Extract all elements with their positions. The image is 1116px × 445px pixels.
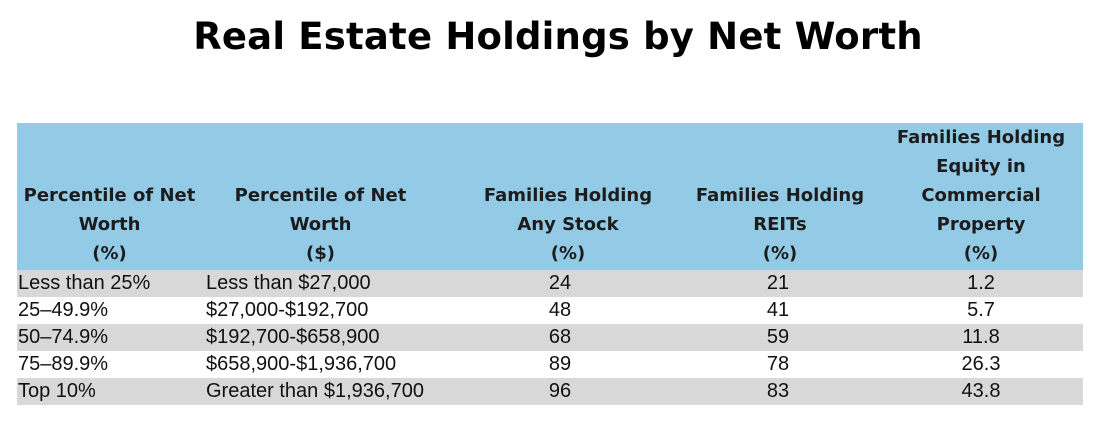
header-line: (%) [963, 243, 999, 264]
any-stock-cell: 48 [548, 299, 572, 321]
net-worth-cell: $27,000-$192,700 [206, 299, 369, 321]
table-row: Top 10% Greater than $1,936,700 96 83 43… [17, 378, 1083, 405]
column-header-any-stock: Families Holding Any Stock (%) [455, 123, 681, 270]
column-header-reits: Families Holding REITs (%) [681, 123, 879, 270]
column-header-percentile-dollars: Percentile of Net Worth ($) [202, 123, 455, 270]
reits-cell: 41 [766, 299, 790, 321]
table-row: 25–49.9% $27,000-$192,700 48 41 5.7 [17, 297, 1083, 324]
header-line: Commercial [921, 185, 1041, 206]
header-line: (%) [92, 243, 127, 264]
header-line: Any Stock [517, 214, 619, 235]
header-line: Families Holding [695, 185, 865, 206]
reits-cell: 59 [766, 326, 790, 348]
percentile-cell: 75–89.9% [18, 353, 109, 375]
net-worth-cell: Less than $27,000 [206, 272, 371, 294]
reits-cell: 78 [766, 353, 790, 375]
column-header-percentile-pct: Percentile of Net Worth (%) [17, 123, 202, 270]
net-worth-cell: $192,700-$658,900 [206, 326, 380, 348]
table-header: Percentile of Net Worth (%) Percentile o… [17, 123, 1083, 270]
header-line: Families Holding [483, 185, 653, 206]
percentile-cell: Less than 25% [18, 272, 151, 294]
column-header-commercial-property: Families Holding Equity in Commercial Pr… [879, 123, 1083, 270]
table-row: Less than 25% Less than $27,000 24 21 1.… [17, 270, 1083, 297]
commercial-cell: 26.3 [961, 353, 1001, 375]
table-row: 50–74.9% $192,700-$658,900 68 59 11.8 [17, 324, 1083, 351]
header-line: ($) [306, 243, 335, 264]
net-worth-cell: $658,900-$1,936,700 [206, 353, 397, 375]
net-worth-cell: Greater than $1,936,700 [206, 380, 424, 402]
header-line: Worth [78, 214, 141, 235]
any-stock-cell: 68 [548, 326, 572, 348]
commercial-cell: 1.2 [967, 272, 995, 294]
header-line: Percentile of Net [23, 185, 196, 206]
percentile-cell: 50–74.9% [18, 326, 109, 348]
reits-cell: 21 [766, 272, 790, 294]
header-line: REITs [753, 214, 807, 235]
commercial-cell: 43.8 [961, 380, 1001, 402]
percentile-cell: 25–49.9% [18, 299, 109, 321]
header-line: (%) [762, 243, 798, 264]
header-line: Property [936, 214, 1026, 235]
header-line: Families Holding [896, 127, 1066, 148]
table-body: Less than 25% Less than $27,000 24 21 1.… [17, 270, 1083, 405]
any-stock-cell: 96 [548, 380, 572, 402]
commercial-cell: 5.7 [967, 299, 995, 321]
table-row: 75–89.9% $658,900-$1,936,700 89 78 26.3 [17, 351, 1083, 378]
header-line: (%) [550, 243, 586, 264]
page-title: Real Estate Holdings by Net Worth [193, 15, 923, 58]
header-row: Percentile of Net Worth (%) Percentile o… [17, 123, 1083, 270]
commercial-cell: 11.8 [962, 326, 1000, 348]
any-stock-cell: 89 [548, 353, 572, 375]
percentile-cell: Top 10% [18, 380, 96, 402]
holdings-table: Percentile of Net Worth (%) Percentile o… [17, 123, 1083, 405]
reits-cell: 83 [766, 380, 790, 402]
any-stock-cell: 24 [548, 272, 572, 294]
header-line: Percentile of Net Worth [234, 185, 407, 235]
header-line: Equity in [936, 156, 1026, 177]
